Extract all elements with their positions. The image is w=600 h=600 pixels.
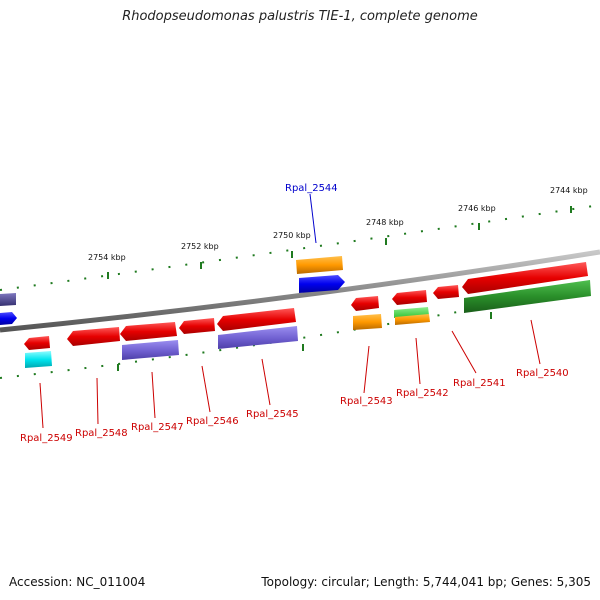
gene-block-rpal-2545[interactable] [217, 308, 296, 331]
genome-summary-text: Topology: circular; Length: 5,744,041 bp… [261, 575, 591, 589]
leader-line [530, 319, 541, 365]
gene-block-rpal-2546[interactable] [179, 318, 215, 334]
scale-labels: 2754 kbp 2752 kbp 2750 kbp 2748 kbp 2746… [88, 186, 588, 262]
gene-block-rpal-2543[interactable] [351, 296, 379, 311]
gene-label-rpal-2541[interactable]: Rpal_2541 [453, 378, 506, 389]
gene-label-rpal-2540[interactable]: Rpal_2540 [516, 368, 569, 379]
leader-line [39, 382, 44, 429]
gene-block-rpal-2543-orange[interactable] [353, 314, 382, 330]
scale-label: 2744 kbp [550, 186, 588, 195]
major-ticks [107, 206, 572, 371]
gene-block-rpal-2549[interactable] [24, 336, 50, 350]
gene-block-rpal-2547-purple[interactable] [122, 340, 179, 360]
gene-block-rpal-2544-orange[interactable] [296, 256, 343, 274]
leader-line [451, 330, 477, 374]
gene-label-rpal-2542[interactable]: Rpal_2542 [396, 388, 449, 399]
gene-block-rpal-2545-purple[interactable] [218, 326, 298, 349]
gene-label-rpal-2543[interactable]: Rpal_2543 [340, 396, 393, 407]
gene-block-rpal-2541[interactable] [433, 285, 459, 299]
leader-line [151, 371, 156, 419]
gene-block-rpal-2540-green[interactable] [464, 280, 591, 313]
gene-block-rpal-2547[interactable] [120, 322, 177, 341]
gene-block[interactable] [0, 312, 17, 325]
genome-backbone [0, 249, 600, 333]
leader-line [96, 377, 99, 425]
gene-block[interactable] [0, 293, 16, 306]
leader-line [363, 345, 370, 394]
gene-label-rpal-2545[interactable]: Rpal_2545 [246, 409, 299, 420]
scale-label: 2746 kbp [458, 204, 496, 213]
leader-line [415, 337, 421, 385]
leader-line-rpal-2544 [309, 193, 317, 244]
scale-label: 2750 kbp [273, 231, 311, 240]
gene-block-rpal-2540[interactable] [462, 262, 588, 294]
leader-lines [39, 193, 541, 429]
leader-line [201, 365, 211, 413]
scale-label: 2748 kbp [366, 218, 404, 227]
reverse-strand-genes [24, 308, 298, 368]
gene-label-rpal-2548[interactable]: Rpal_2548 [75, 428, 128, 439]
gene-label-rpal-2544[interactable]: Rpal_2544 [285, 183, 338, 194]
gene-labels: Rpal_2544 Rpal_2549 Rpal_2548 Rpal_2547 … [20, 183, 569, 444]
gene-label-rpal-2549[interactable]: Rpal_2549 [20, 433, 73, 444]
gene-block-rpal-2542[interactable] [392, 290, 427, 305]
scale-label: 2752 kbp [181, 242, 219, 251]
forward-strand-genes [0, 256, 591, 330]
accession-text: Accession: NC_011004 [9, 575, 146, 589]
scale-label: 2754 kbp [88, 253, 126, 262]
gene-label-rpal-2547[interactable]: Rpal_2547 [131, 422, 184, 433]
gene-block-rpal-2548[interactable] [67, 327, 120, 346]
gene-block-rpal-2544[interactable] [299, 275, 345, 293]
gene-label-rpal-2546[interactable]: Rpal_2546 [186, 416, 239, 427]
gene-block-rpal-2549-cyan[interactable] [25, 351, 52, 368]
leader-line [261, 358, 271, 406]
gene-block-rpal-2542-orange[interactable] [395, 314, 430, 325]
map-title: Rhodopseudomonas palustris TIE-1, comple… [122, 9, 478, 24]
